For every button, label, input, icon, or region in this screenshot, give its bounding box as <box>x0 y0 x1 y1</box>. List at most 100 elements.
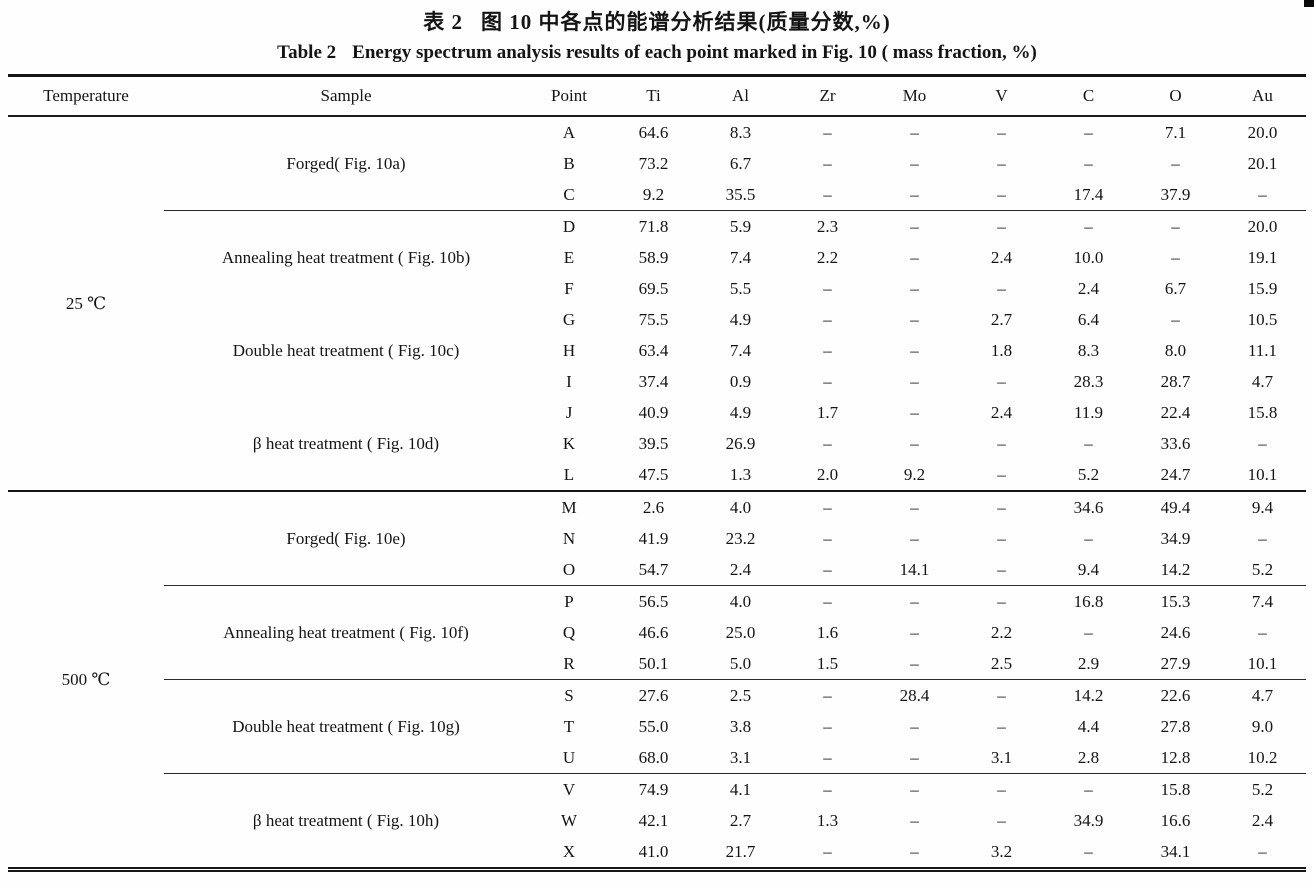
value-cell-au: 11.1 <box>1247 340 1278 360</box>
col-header-zr: Zr <box>819 86 836 105</box>
value-cell-mo: – <box>910 810 919 830</box>
value-cell-au: 15.8 <box>1247 402 1278 422</box>
value-cell-ti: 2.6 <box>642 497 665 517</box>
value-cell-c: 6.4 <box>1077 309 1100 329</box>
value-cell-ti: 41.9 <box>638 528 669 548</box>
value-cell-c: – <box>1084 122 1093 142</box>
value-cell-o: 15.8 <box>1160 779 1191 799</box>
value-cell-al: 4.9 <box>729 309 752 329</box>
value-cell-al: 5.5 <box>729 278 752 298</box>
value-cell-al: 0.9 <box>729 371 752 391</box>
value-cell-v: – <box>997 716 1006 736</box>
table-row-point-h: H 63.4 7.4 – – 1.8 8.3 8.0 11.1 <box>8 335 1306 366</box>
col-header-v: V <box>995 86 1008 105</box>
sample-cell: β heat treatment ( Fig. 10h) <box>252 810 440 830</box>
value-cell-ti: 68.0 <box>638 747 669 767</box>
table-titles: 表 2 图 10 中各点的能谱分析结果(质量分数,%) Table 2 Energy… <box>0 0 1314 68</box>
value-cell-zr: – <box>823 122 832 142</box>
value-cell-ti: 55.0 <box>638 716 669 736</box>
value-cell-zr: 2.2 <box>816 247 839 267</box>
value-cell-ti: 42.1 <box>638 810 669 830</box>
value-cell-au: 4.7 <box>1251 371 1274 391</box>
value-cell-c: 17.4 <box>1073 184 1104 204</box>
value-cell-v: – <box>997 464 1006 484</box>
table-row-point-f: F 69.5 5.5 – – – 2.4 6.7 15.9 <box>8 273 1306 304</box>
point-cell: M <box>561 497 577 517</box>
value-cell-ti: 63.4 <box>638 340 669 360</box>
value-cell-o: 12.8 <box>1160 747 1191 767</box>
value-cell-mo: – <box>910 247 919 267</box>
value-cell-au: – <box>1258 528 1267 548</box>
value-cell-mo: 9.2 <box>903 464 926 484</box>
value-cell-o: 6.7 <box>1164 278 1187 298</box>
value-cell-zr: – <box>823 779 832 799</box>
table-row-point-q: Q 46.6 25.0 1.6 – 2.2 – 24.6 – <box>8 617 1306 648</box>
sample-cell: Double heat treatment ( Fig. 10c) <box>232 340 460 360</box>
value-cell-au: 10.5 <box>1247 309 1278 329</box>
value-cell-c: 2.4 <box>1077 278 1100 298</box>
value-cell-zr: – <box>823 309 832 329</box>
table-row-point-e: E 58.9 7.4 2.2 – 2.4 10.0 – 19.1 <box>8 242 1306 273</box>
table-row-point-v: β heat treatment ( Fig. 10h) V 74.9 4.1 – – – –… <box>8 774 1306 830</box>
value-cell-al: 3.1 <box>729 747 752 767</box>
value-cell-mo: – <box>910 653 919 673</box>
value-cell-au: 10.1 <box>1247 653 1278 673</box>
value-cell-zr: – <box>823 559 832 579</box>
value-cell-c: 34.6 <box>1073 497 1104 517</box>
table-title-zh-text: 图 10 中各点的能谱分析结果(质量分数,%) <box>481 10 891 34</box>
value-cell-mo: – <box>910 122 919 142</box>
value-cell-au: 19.1 <box>1247 247 1278 267</box>
value-cell-v: – <box>997 497 1006 517</box>
value-cell-v: 2.4 <box>990 247 1013 267</box>
value-cell-au: 20.1 <box>1247 153 1278 173</box>
value-cell-c: 9.4 <box>1077 559 1100 579</box>
value-cell-au: 2.4 <box>1251 810 1274 830</box>
value-cell-zr: – <box>823 340 832 360</box>
value-cell-ti: 40.9 <box>638 402 669 422</box>
value-cell-ti: 75.5 <box>638 309 669 329</box>
value-cell-c: – <box>1084 153 1093 173</box>
table-row-point-j: β heat treatment ( Fig. 10d) J 40.9 4.9 1.7 –… <box>8 397 1306 453</box>
point-cell: T <box>563 716 575 736</box>
sample-cell: Forged( Fig. 10a) <box>286 153 406 173</box>
col-header-mo: Mo <box>902 86 927 105</box>
value-cell-v: – <box>997 216 1006 236</box>
value-cell-o: 34.9 <box>1160 528 1191 548</box>
value-cell-al: 5.9 <box>729 216 752 236</box>
value-cell-ti: 56.5 <box>638 591 669 611</box>
value-cell-au: 15.9 <box>1247 278 1278 298</box>
value-cell-c: – <box>1084 528 1093 548</box>
col-header-point: Point <box>551 86 587 105</box>
value-cell-v: – <box>997 779 1006 799</box>
value-cell-v: – <box>997 122 1006 142</box>
value-cell-mo: 28.4 <box>899 685 930 705</box>
value-cell-ti: 9.2 <box>642 184 665 204</box>
point-cell: U <box>562 747 576 767</box>
energy-spectrum-table: Temperature Sample Point Ti Al Zr Mo V C O Au 25 ℃… <box>8 74 1306 872</box>
value-cell-o: 24.6 <box>1160 622 1191 642</box>
value-cell-o: 7.1 <box>1164 122 1187 142</box>
point-cell: D <box>562 216 576 236</box>
value-cell-zr: – <box>823 153 832 173</box>
table-row-point-r: R 50.1 5.0 1.5 – 2.5 2.9 27.9 10.1 <box>8 648 1306 680</box>
value-cell-mo: – <box>910 340 919 360</box>
table-row-point-d: Annealing heat treatment ( Fig. 10b) D 71.… <box>8 211 1306 267</box>
table-title-zh-label: 表 2 <box>423 10 463 34</box>
value-cell-zr: 2.3 <box>816 216 839 236</box>
point-cell: R <box>563 653 575 673</box>
value-cell-mo: – <box>910 153 919 173</box>
value-cell-mo: – <box>910 841 919 861</box>
value-cell-zr: 2.0 <box>816 464 839 484</box>
value-cell-o: 22.4 <box>1160 402 1191 422</box>
table-row-point-w: W 42.1 2.7 1.3 – – 34.9 16.6 2.4 <box>8 805 1306 836</box>
point-cell: C <box>563 184 575 204</box>
point-cell: Q <box>562 622 576 642</box>
value-cell-ti: 64.6 <box>638 122 669 142</box>
table-row-point-x: X 41.0 21.7 – – 3.2 – 34.1 – <box>8 836 1306 870</box>
table-row-point-l: L 47.5 1.3 2.0 9.2 – 5.2 24.7 10.1 <box>8 459 1306 491</box>
table-row-point-m: 500 ℃ Forged( Fig. 10e) M 2.6 4.0 – – – 34.6 49.4… <box>8 491 1306 689</box>
value-cell-c: 10.0 <box>1073 247 1104 267</box>
table-body: 25 ℃ Forged( Fig. 10a) A 64.6 8.3 – – – – 7.1 20.0… <box>8 116 1306 870</box>
table-header-row: Temperature Sample Point Ti Al Zr Mo V C O Au <box>8 76 1306 116</box>
sample-cell: Forged( Fig. 10e) <box>286 528 406 548</box>
